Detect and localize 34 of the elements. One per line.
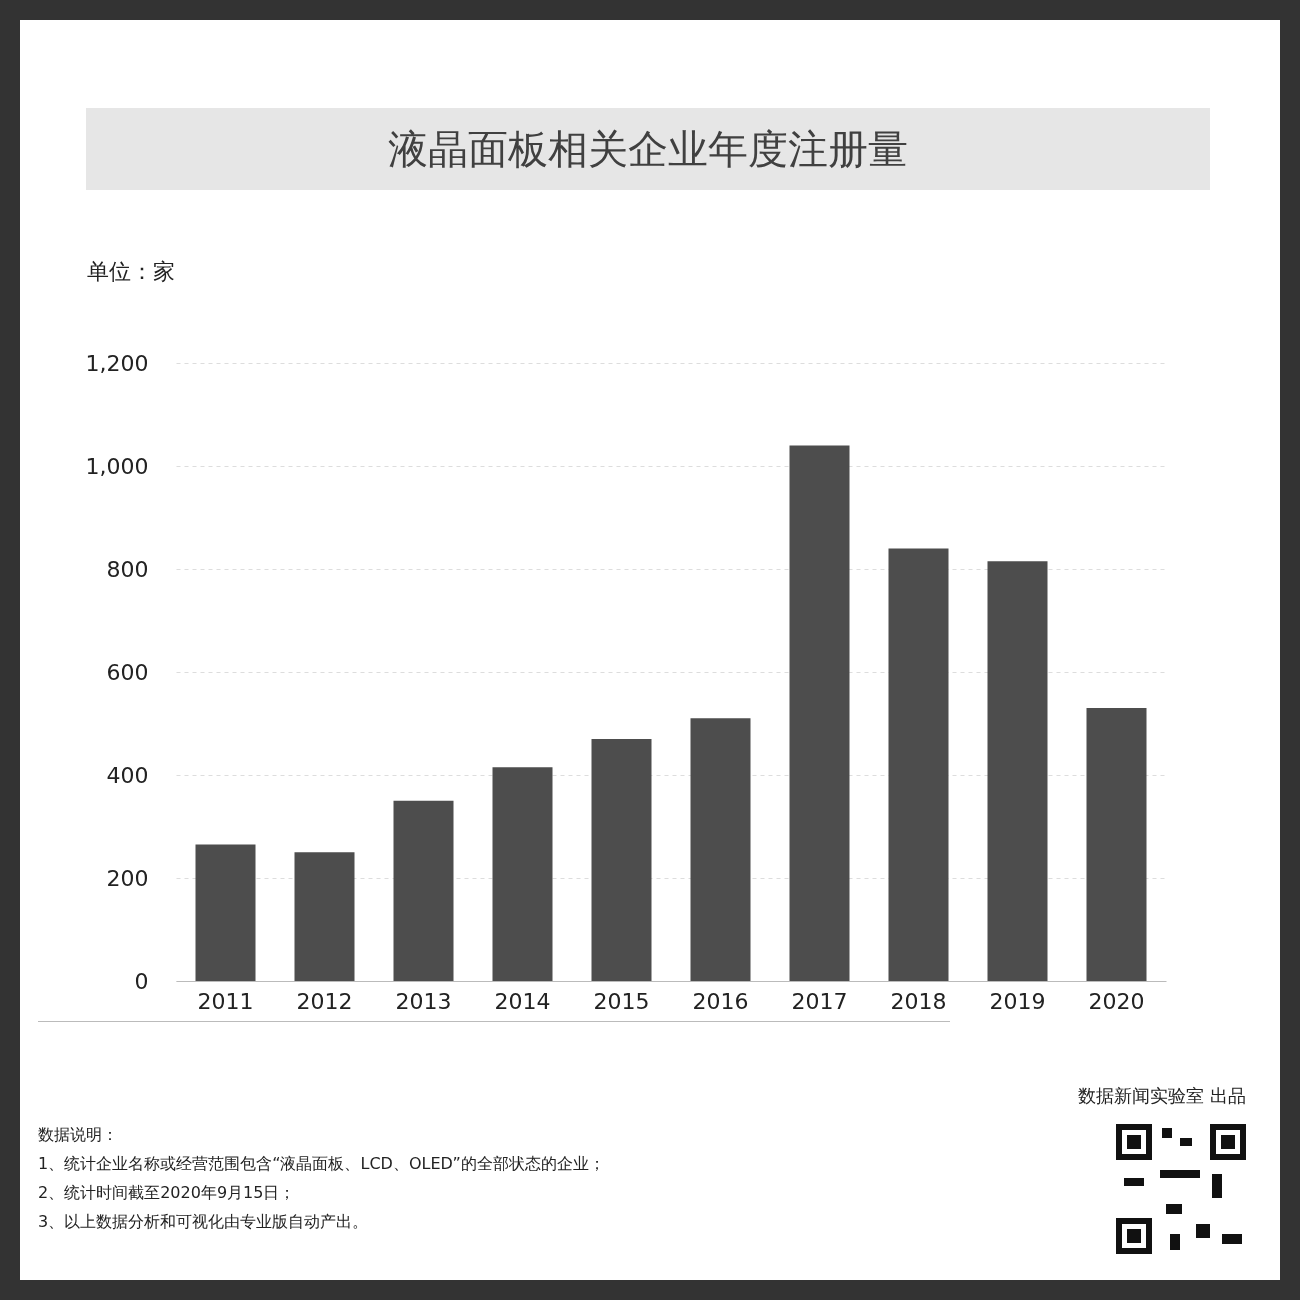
x-tick-label: 2011 bbox=[197, 988, 254, 1014]
x-tick-label: 2013 bbox=[395, 988, 452, 1014]
y-tick-label: 0 bbox=[134, 968, 149, 994]
bar bbox=[591, 738, 652, 981]
y-tick-label: 600 bbox=[106, 659, 149, 685]
x-tick-label: 2012 bbox=[296, 988, 353, 1014]
bar bbox=[690, 718, 751, 981]
x-tick-label: 2016 bbox=[692, 988, 749, 1014]
x-tick-label: 2019 bbox=[989, 988, 1046, 1014]
y-tick-label: 1,000 bbox=[85, 453, 149, 479]
x-tick-label: 2020 bbox=[1088, 988, 1145, 1014]
chart-title: 液晶面板相关企业年度注册量 bbox=[86, 108, 1210, 190]
bar bbox=[789, 445, 850, 981]
text: 2、统计时间截至2020年9月15日； bbox=[38, 1182, 297, 1204]
text: 数据说明： bbox=[38, 1124, 119, 1146]
y-tick-label: 400 bbox=[106, 762, 149, 788]
x-tick-label: 2017 bbox=[791, 988, 848, 1014]
y-tick-label: 200 bbox=[106, 865, 149, 891]
x-tick-label: 2014 bbox=[494, 988, 551, 1014]
bar bbox=[393, 800, 454, 981]
x-tick-label: 2018 bbox=[890, 988, 947, 1014]
x-tick-label: 2015 bbox=[593, 988, 650, 1014]
y-axis-title: 单位：家 bbox=[86, 258, 175, 284]
y-tick-label: 1,200 bbox=[85, 350, 149, 376]
bar bbox=[1086, 708, 1147, 981]
bar bbox=[195, 844, 256, 981]
bar bbox=[987, 561, 1048, 981]
bar bbox=[294, 852, 355, 981]
bar bbox=[492, 767, 553, 981]
text: 3、以上数据分析和可视化由专业版自动产出。 bbox=[38, 1211, 370, 1233]
bar bbox=[888, 548, 949, 981]
text: 数据新闻实验室 出品 bbox=[1078, 1084, 1246, 1108]
y-tick-label: 800 bbox=[106, 556, 149, 582]
text: 1、统计企业名称或经营范围包含“液晶面板、LCD、OLED”的全部状态的企业； bbox=[38, 1153, 605, 1175]
